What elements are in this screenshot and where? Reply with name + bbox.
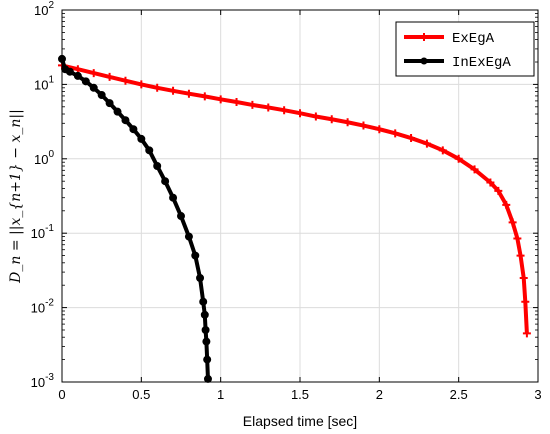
data-point-InExEgA (191, 251, 200, 260)
data-point-InExEgA (65, 67, 74, 76)
x-tick-label: 0.5 (132, 387, 150, 402)
data-point-ExEgA (359, 121, 368, 130)
data-point-InExEgA (81, 77, 90, 86)
data-point-InExEgA (196, 273, 205, 282)
data-point-InExEgA (129, 125, 138, 134)
y-tick-label: 100 (34, 149, 54, 167)
data-point-ExEgA (508, 218, 517, 227)
data-point-ExEgA (522, 329, 531, 338)
data-point-ExEgA (519, 273, 528, 282)
legend: ExEgA InExEgA (395, 21, 535, 77)
data-point-ExEgA (105, 72, 114, 81)
data-point-ExEgA (296, 109, 304, 118)
data-point-InExEgA (203, 374, 212, 383)
data-point-ExEgA (494, 186, 503, 195)
y-tick-base: 10 (34, 77, 48, 92)
data-point-ExEgA (184, 89, 193, 98)
y-tick-exponent: -1 (45, 223, 54, 234)
data-point-ExEgA (169, 86, 178, 95)
data-point-InExEgA (105, 99, 114, 108)
y-tick-label: 10-1 (31, 223, 55, 241)
data-point-ExEgA (375, 125, 384, 134)
x-axis-label: Elapsed time [sec] (243, 413, 357, 429)
data-point-ExEgA (407, 134, 416, 143)
y-tick-exponent: -3 (45, 372, 54, 383)
y-tick-exponent: 2 (48, 0, 54, 11)
x-tick-label: 0 (58, 387, 65, 402)
data-point-ExEgA (516, 251, 525, 260)
legend-box (395, 21, 535, 77)
data-point-InExEgA (177, 212, 185, 221)
data-point-ExEgA (248, 100, 257, 109)
y-tick-base: 10 (31, 301, 45, 316)
data-point-InExEgA (153, 162, 162, 171)
data-point-InExEgA (145, 146, 154, 155)
data-point-InExEgA (184, 232, 193, 241)
data-point-InExEgA (73, 71, 82, 80)
data-point-ExEgA (264, 103, 273, 112)
data-point-InExEgA (97, 91, 106, 100)
data-point-ExEgA (454, 154, 463, 163)
plot-frame (61, 9, 539, 383)
y-tick-base: 10 (34, 152, 48, 167)
y-axis-label: D_n = ||x_{n+1} − x_n|| (8, 109, 24, 284)
data-point-InExEgA (137, 134, 146, 143)
series-layer (58, 54, 531, 383)
data-point-InExEgA (161, 177, 170, 186)
data-point-ExEgA (521, 297, 530, 306)
y-tick-label: 102 (34, 0, 54, 18)
legend-marker-InExEgA (420, 57, 428, 65)
data-point-InExEgA (121, 116, 130, 125)
data-point-ExEgA (153, 83, 162, 92)
y-tick-exponent: 1 (48, 74, 54, 85)
data-point-ExEgA (486, 178, 495, 187)
y-tick-label: 10-2 (31, 298, 55, 316)
legend-marker-ExEgA (420, 33, 428, 41)
x-tick-label: 2.5 (450, 387, 468, 402)
data-point-ExEgA (89, 69, 98, 78)
data-point-InExEgA (113, 107, 122, 116)
data-point-ExEgA (327, 115, 336, 124)
data-point-ExEgA (470, 165, 479, 174)
data-point-InExEgA (89, 83, 98, 92)
data-point-ExEgA (137, 80, 146, 89)
data-point-ExEgA (280, 106, 289, 115)
y-tick-exponent: -2 (45, 298, 54, 309)
y-tick-label: 101 (34, 74, 54, 92)
data-point-InExEgA (199, 297, 208, 306)
data-point-ExEgA (311, 112, 320, 121)
legend-label-InExEgA: InExEgA (452, 55, 511, 71)
data-point-ExEgA (513, 234, 522, 243)
data-point-InExEgA (169, 193, 178, 202)
data-point-ExEgA (232, 98, 241, 107)
y-tick-label: 10-3 (31, 372, 55, 390)
x-tick-label: 1 (217, 387, 224, 402)
y-tick-base: 10 (31, 226, 45, 241)
data-point-ExEgA (216, 95, 225, 104)
axes (61, 9, 539, 383)
y-tick-base: 10 (34, 3, 48, 18)
data-point-ExEgA (438, 146, 447, 155)
y-tick-exponent: 0 (48, 149, 54, 160)
data-point-ExEgA (200, 92, 209, 101)
data-point-InExEgA (200, 310, 209, 319)
x-tick-label: 3 (534, 387, 541, 402)
data-point-InExEgA (203, 355, 212, 364)
y-tick-base: 10 (31, 375, 45, 390)
data-point-ExEgA (343, 118, 352, 127)
data-point-InExEgA (201, 325, 210, 334)
legend-label-ExEgA: ExEgA (452, 31, 495, 47)
data-point-InExEgA (202, 337, 211, 346)
data-point-ExEgA (73, 65, 82, 74)
data-point-ExEgA (502, 200, 511, 209)
data-point-ExEgA (391, 129, 400, 138)
data-point-ExEgA (121, 76, 130, 85)
x-tick-label: 2 (376, 387, 383, 402)
data-point-ExEgA (422, 139, 431, 148)
x-tick-label: 1.5 (291, 387, 309, 402)
